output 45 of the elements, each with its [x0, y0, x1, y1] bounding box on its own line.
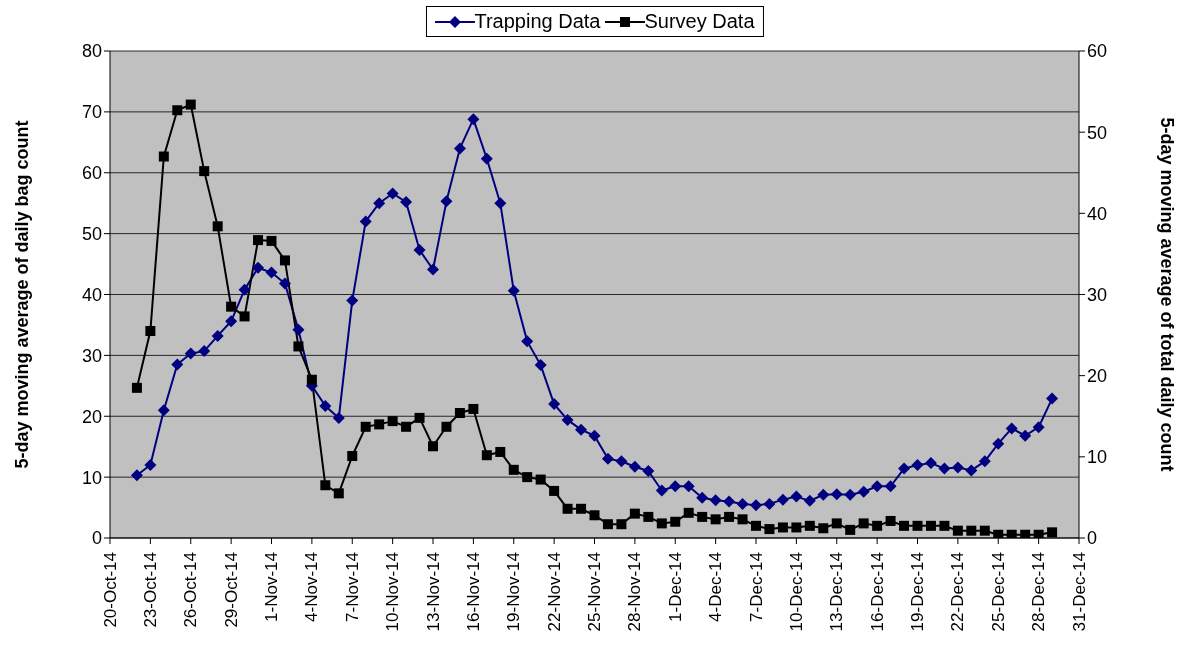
- x-tick-label: 25-Nov-14: [585, 552, 604, 632]
- y-tick-label: 50: [81, 224, 102, 245]
- x-tick-label: 7-Dec-14: [746, 552, 766, 622]
- y2-tick-label: 20: [1087, 366, 1108, 387]
- x-tick-label: 16-Dec-14: [867, 552, 887, 632]
- legend-label: Trapping Data: [474, 10, 601, 33]
- x-tick-label: 22-Nov-14: [544, 552, 564, 632]
- y2-tick-label: 50: [1087, 122, 1108, 143]
- x-tick-label: 31-Dec-14: [1069, 552, 1089, 632]
- y-tick-label: 0: [91, 528, 102, 549]
- x-tick-label: 19-Dec-14: [908, 552, 927, 632]
- x-tick-label: 1-Dec-14: [665, 552, 685, 622]
- x-tick-label: 1-Nov-14: [262, 552, 281, 622]
- x-tick-label: 23-Oct-14: [140, 552, 160, 628]
- x-tick-label: 25-Dec-14: [988, 552, 1008, 632]
- y-tick-label: 60: [81, 163, 102, 184]
- y-axis-title: 5-day moving average of daily bag count: [12, 120, 33, 469]
- y-tick-label: 20: [81, 406, 102, 427]
- x-tick-label: 19-Nov-14: [504, 552, 524, 632]
- y-tick-label: 10: [81, 467, 102, 488]
- x-tick-label: 29-Oct-14: [221, 552, 241, 628]
- x-tick-label: 28-Nov-14: [625, 552, 645, 632]
- y-tick-label: 40: [81, 284, 102, 305]
- y-tick-label: 70: [81, 102, 102, 123]
- x-tick-label: 26-Oct-14: [181, 552, 201, 628]
- x-tick-label: 10-Nov-14: [383, 552, 403, 632]
- y2-tick-label: 0: [1087, 528, 1098, 549]
- y-tick-label: 80: [81, 41, 102, 62]
- y2-tick-label: 60: [1087, 41, 1108, 62]
- x-tick-label: 13-Nov-14: [423, 552, 443, 632]
- x-tick-label: 28-Dec-14: [1029, 552, 1049, 632]
- x-tick-label: 22-Dec-14: [948, 552, 968, 632]
- x-tick-label: 20-Oct-14: [100, 552, 120, 628]
- x-tick-label: 13-Dec-14: [827, 552, 847, 632]
- x-tick-label: 7-Nov-14: [342, 552, 362, 622]
- y-tick-label: 30: [81, 345, 102, 366]
- y2-tick-label: 40: [1087, 203, 1108, 224]
- legend-label: Survey Data: [644, 10, 755, 33]
- x-tick-label: 4-Dec-14: [706, 552, 726, 622]
- y2-tick-label: 10: [1087, 447, 1108, 468]
- x-tick-label: 10-Dec-14: [786, 552, 806, 632]
- x-tick-label: 16-Nov-14: [463, 552, 483, 632]
- x-tick-label: 4-Nov-14: [302, 552, 322, 622]
- y2-tick-label: 30: [1087, 284, 1108, 305]
- y2-axis-title: 5-day moving average of total daily count: [1156, 117, 1177, 472]
